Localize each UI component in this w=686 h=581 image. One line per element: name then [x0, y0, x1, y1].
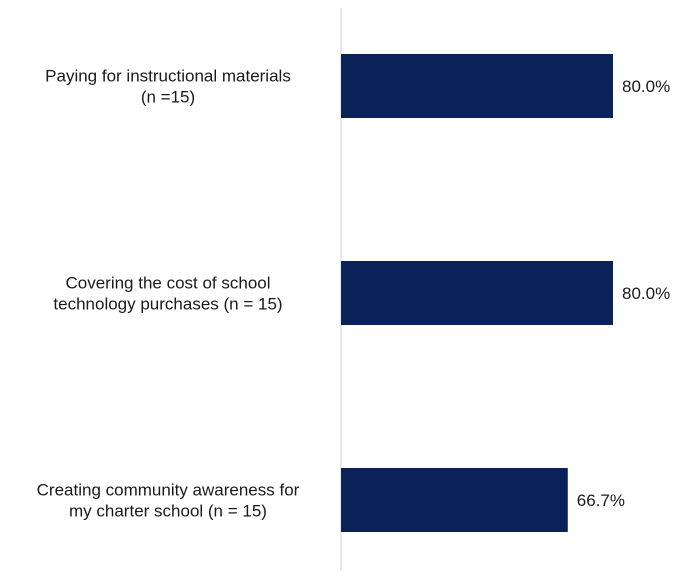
category-labels-group: Paying for instructional materials (n =15… — [37, 67, 300, 521]
category-label-line: my charter school (n = 15) — [69, 502, 267, 521]
data-label: 80.0% — [622, 284, 670, 303]
category-label: Covering the cost of school technology pu… — [53, 274, 282, 314]
category-label: Paying for instructional materials (n =15… — [45, 67, 291, 107]
bar — [341, 54, 613, 118]
category-label-line: Creating community awareness for — [37, 481, 300, 500]
category-label-line: Paying for instructional materials — [45, 67, 291, 86]
bar — [341, 261, 613, 325]
data-labels-group: 80.0% 80.0% 66.7% — [577, 77, 670, 510]
category-label-line: Covering the cost of school — [65, 274, 270, 293]
category-label: Creating community awareness for my chart… — [37, 481, 300, 521]
data-label: 66.7% — [577, 491, 625, 510]
category-label-line: (n =15) — [141, 88, 195, 107]
category-label-line: technology purchases (n = 15) — [53, 295, 282, 314]
bar — [341, 468, 568, 532]
bars-group — [341, 54, 613, 532]
data-label: 80.0% — [622, 77, 670, 96]
